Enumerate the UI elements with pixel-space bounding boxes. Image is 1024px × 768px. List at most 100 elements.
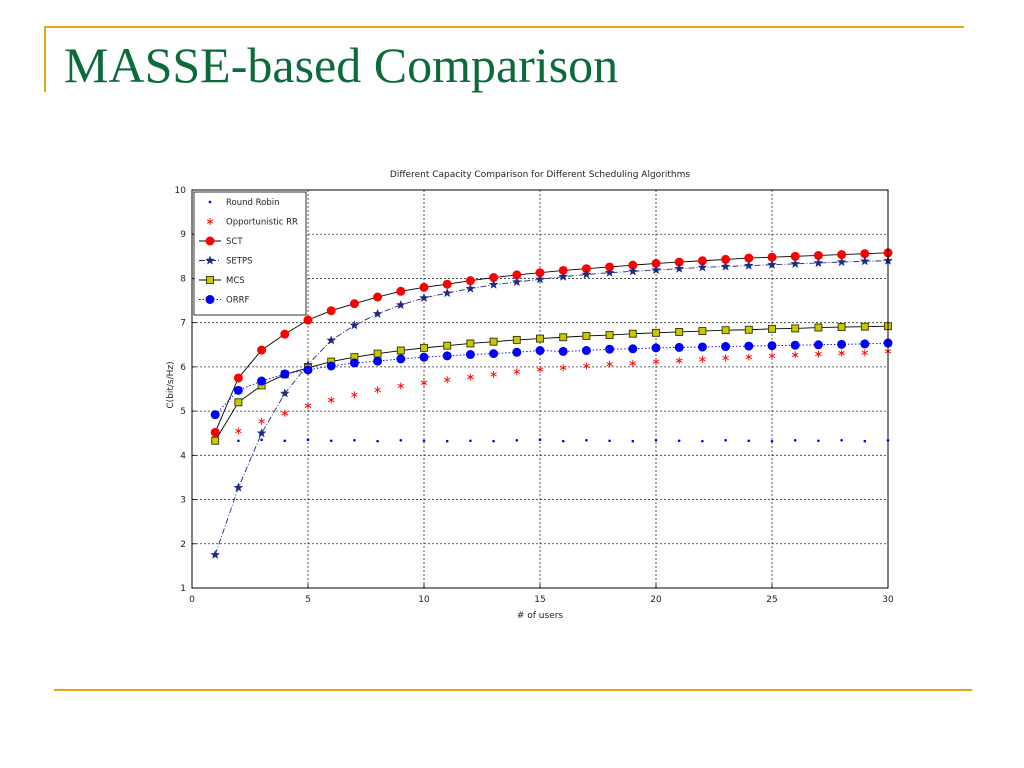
legend-box [193, 191, 307, 316]
data-point [817, 439, 820, 443]
data-point [767, 259, 777, 269]
legend-label: Round Robin [226, 198, 279, 208]
data-point [768, 324, 776, 333]
data-point [397, 382, 405, 390]
data-point [699, 355, 706, 363]
data-point [258, 417, 265, 425]
data-point [442, 279, 452, 289]
legend-marker [206, 218, 214, 225]
data-point [396, 354, 406, 364]
data-point [374, 386, 381, 394]
data-point [768, 352, 776, 360]
legend-marker [206, 276, 214, 284]
legend-label: Opportunistic RR [226, 218, 298, 228]
slide-title: MASSE-based Comparison [64, 37, 619, 93]
data-point [327, 396, 335, 404]
y-axis-label: C(bit/s/Hz) [166, 361, 176, 408]
legend-label: SCT [226, 237, 243, 247]
series-line [214, 260, 889, 555]
data-point [283, 439, 287, 443]
data-point [233, 385, 243, 395]
data-point [559, 333, 568, 342]
y-tick-label: 3 [180, 496, 186, 506]
data-point [651, 343, 661, 353]
data-point [720, 261, 731, 271]
data-point [235, 427, 242, 435]
data-point [790, 340, 800, 350]
legend-marker [205, 295, 215, 304]
data-point [813, 340, 823, 350]
data-point [697, 342, 707, 352]
data-point [559, 364, 567, 372]
data-point [606, 360, 613, 368]
x-tick-label: 30 [882, 595, 894, 605]
data-point [443, 376, 451, 384]
bottom-accent-rule [54, 689, 972, 691]
plot-frame [191, 189, 889, 589]
data-point [396, 299, 406, 310]
data-point [863, 439, 867, 443]
legend-item: Round Robin [208, 198, 279, 208]
capacity-chart: Different Capacity Comparison for Differ… [166, 170, 894, 621]
data-point [747, 439, 751, 443]
data-point [744, 325, 753, 334]
legend-marker [205, 255, 215, 265]
data-point [303, 365, 313, 375]
data-point [211, 436, 220, 445]
data-point [837, 323, 846, 332]
data-point [674, 263, 684, 273]
data-point [257, 376, 267, 386]
data-point [767, 341, 777, 351]
y-tick-label: 7 [180, 319, 186, 329]
data-point [304, 402, 312, 410]
y-tick-label: 8 [180, 274, 186, 284]
data-point [604, 267, 615, 277]
data-point [654, 438, 658, 442]
data-point [698, 327, 707, 336]
data-point [467, 373, 474, 381]
data-point [791, 324, 800, 333]
x-axis-label: # of users [517, 611, 564, 621]
data-point [512, 335, 521, 344]
data-point [396, 286, 406, 296]
data-point [860, 322, 869, 331]
data-point [536, 366, 544, 374]
data-point [443, 341, 452, 350]
data-point [210, 410, 220, 420]
data-point [605, 331, 614, 339]
data-point [860, 339, 870, 349]
data-point [724, 438, 727, 442]
data-point [419, 352, 429, 362]
data-point [813, 257, 824, 268]
data-point [329, 439, 333, 443]
data-point [605, 344, 615, 354]
data-point [535, 346, 545, 356]
data-point [489, 349, 499, 359]
legend-item: SCT [199, 236, 243, 247]
data-point [790, 258, 800, 268]
data-point [629, 359, 637, 367]
legend-label: SETPS [226, 257, 252, 267]
data-point [512, 276, 522, 287]
data-point [628, 266, 638, 276]
series-opportunistic-rr [211, 347, 892, 439]
data-point [793, 438, 797, 442]
data-point [512, 347, 522, 357]
data-point [373, 349, 382, 358]
data-point [583, 362, 590, 370]
data-point [419, 282, 429, 292]
y-tick-label: 2 [180, 540, 186, 550]
data-point [561, 439, 565, 443]
legend-item: SETPS [199, 255, 252, 267]
data-point [349, 299, 359, 309]
data-point [744, 260, 754, 270]
data-point [652, 328, 660, 337]
legend-marker [208, 200, 212, 204]
data-point [281, 409, 289, 417]
data-point [256, 428, 267, 438]
legend: Round Robin Opportunistic RR SCT SETPS MCS OR… [193, 191, 307, 316]
data-point [492, 439, 495, 443]
data-point [652, 358, 660, 366]
data-point [674, 342, 684, 352]
data-point [326, 306, 336, 316]
